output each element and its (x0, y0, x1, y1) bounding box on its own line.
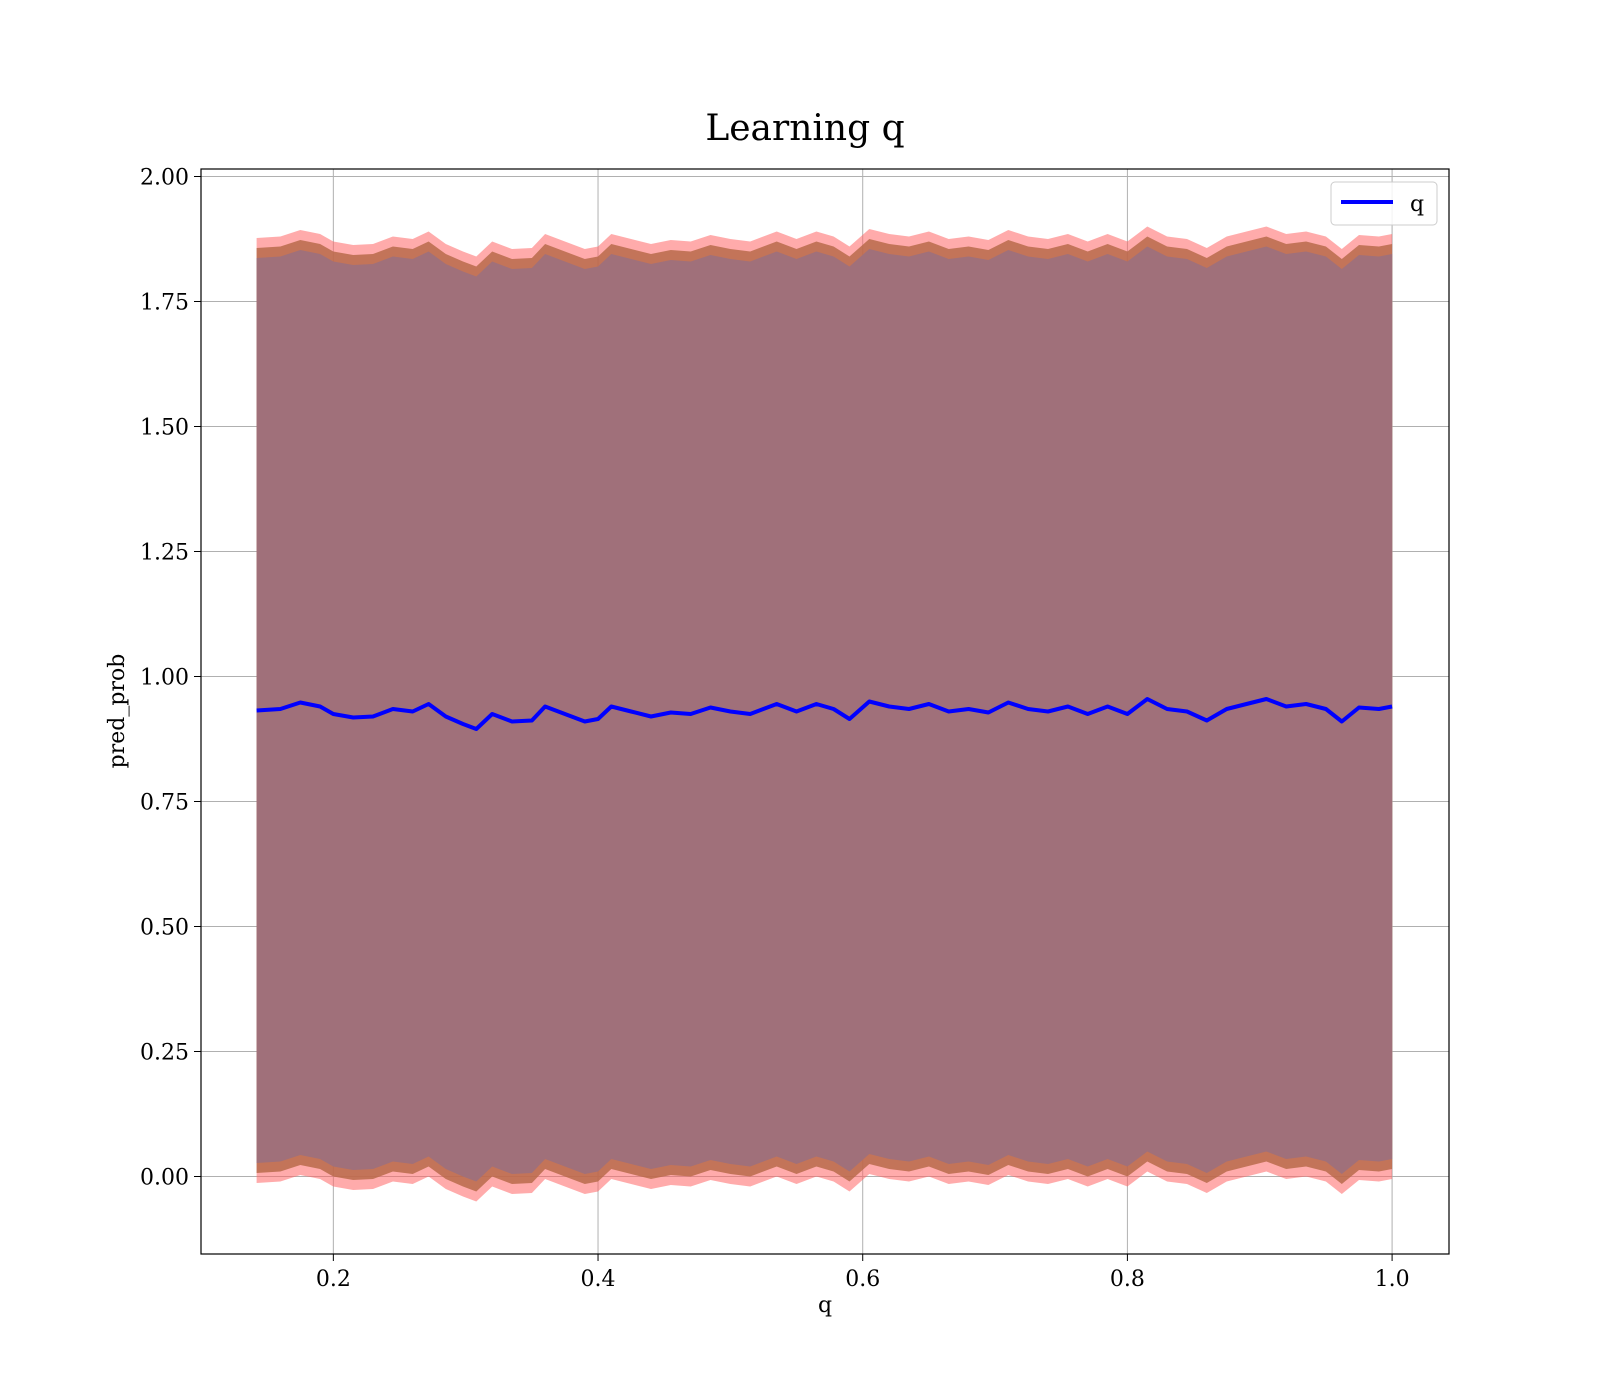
y-tick-label: 0.75 (140, 791, 189, 816)
series-line-layer (256, 697, 1393, 731)
confidence-band-inner (256, 246, 1393, 1182)
y-tick-label: 0.00 (140, 1166, 189, 1191)
x-tick-label: 1.0 (1375, 1267, 1410, 1292)
x-axis-ticks: 0.2 0.4 0.6 0.8 1.0 (316, 1254, 1410, 1292)
y-tick-label: 1.50 (140, 416, 189, 441)
y-tick-label: 1.75 (140, 291, 189, 316)
x-axis-label: q (818, 1293, 832, 1318)
y-tick-label: 2.00 (140, 166, 189, 191)
y-tick-label: 0.25 (140, 1041, 189, 1066)
x-tick-label: 0.2 (316, 1267, 351, 1292)
x-tick-label: 0.8 (1110, 1267, 1145, 1292)
x-tick-label: 0.6 (845, 1267, 880, 1292)
chart-title: Learning q (705, 108, 904, 149)
confidence-band-layer (256, 226, 1393, 1202)
y-tick-label: 1.00 (140, 666, 189, 691)
legend: q (1330, 181, 1438, 226)
legend-entry-q: q (1410, 192, 1424, 217)
y-tick-label: 0.50 (140, 916, 189, 941)
series-line-q (256, 697, 1393, 731)
y-axis-label: pred_prob (105, 654, 130, 769)
x-tick-label: 0.4 (581, 1267, 616, 1292)
y-tick-label: 1.25 (140, 541, 189, 566)
plot-frame (200, 168, 1450, 1255)
y-axis-ticks: 0.00 0.25 0.50 0.75 1.00 1.25 1.50 1.75 2.00 (140, 166, 201, 1191)
